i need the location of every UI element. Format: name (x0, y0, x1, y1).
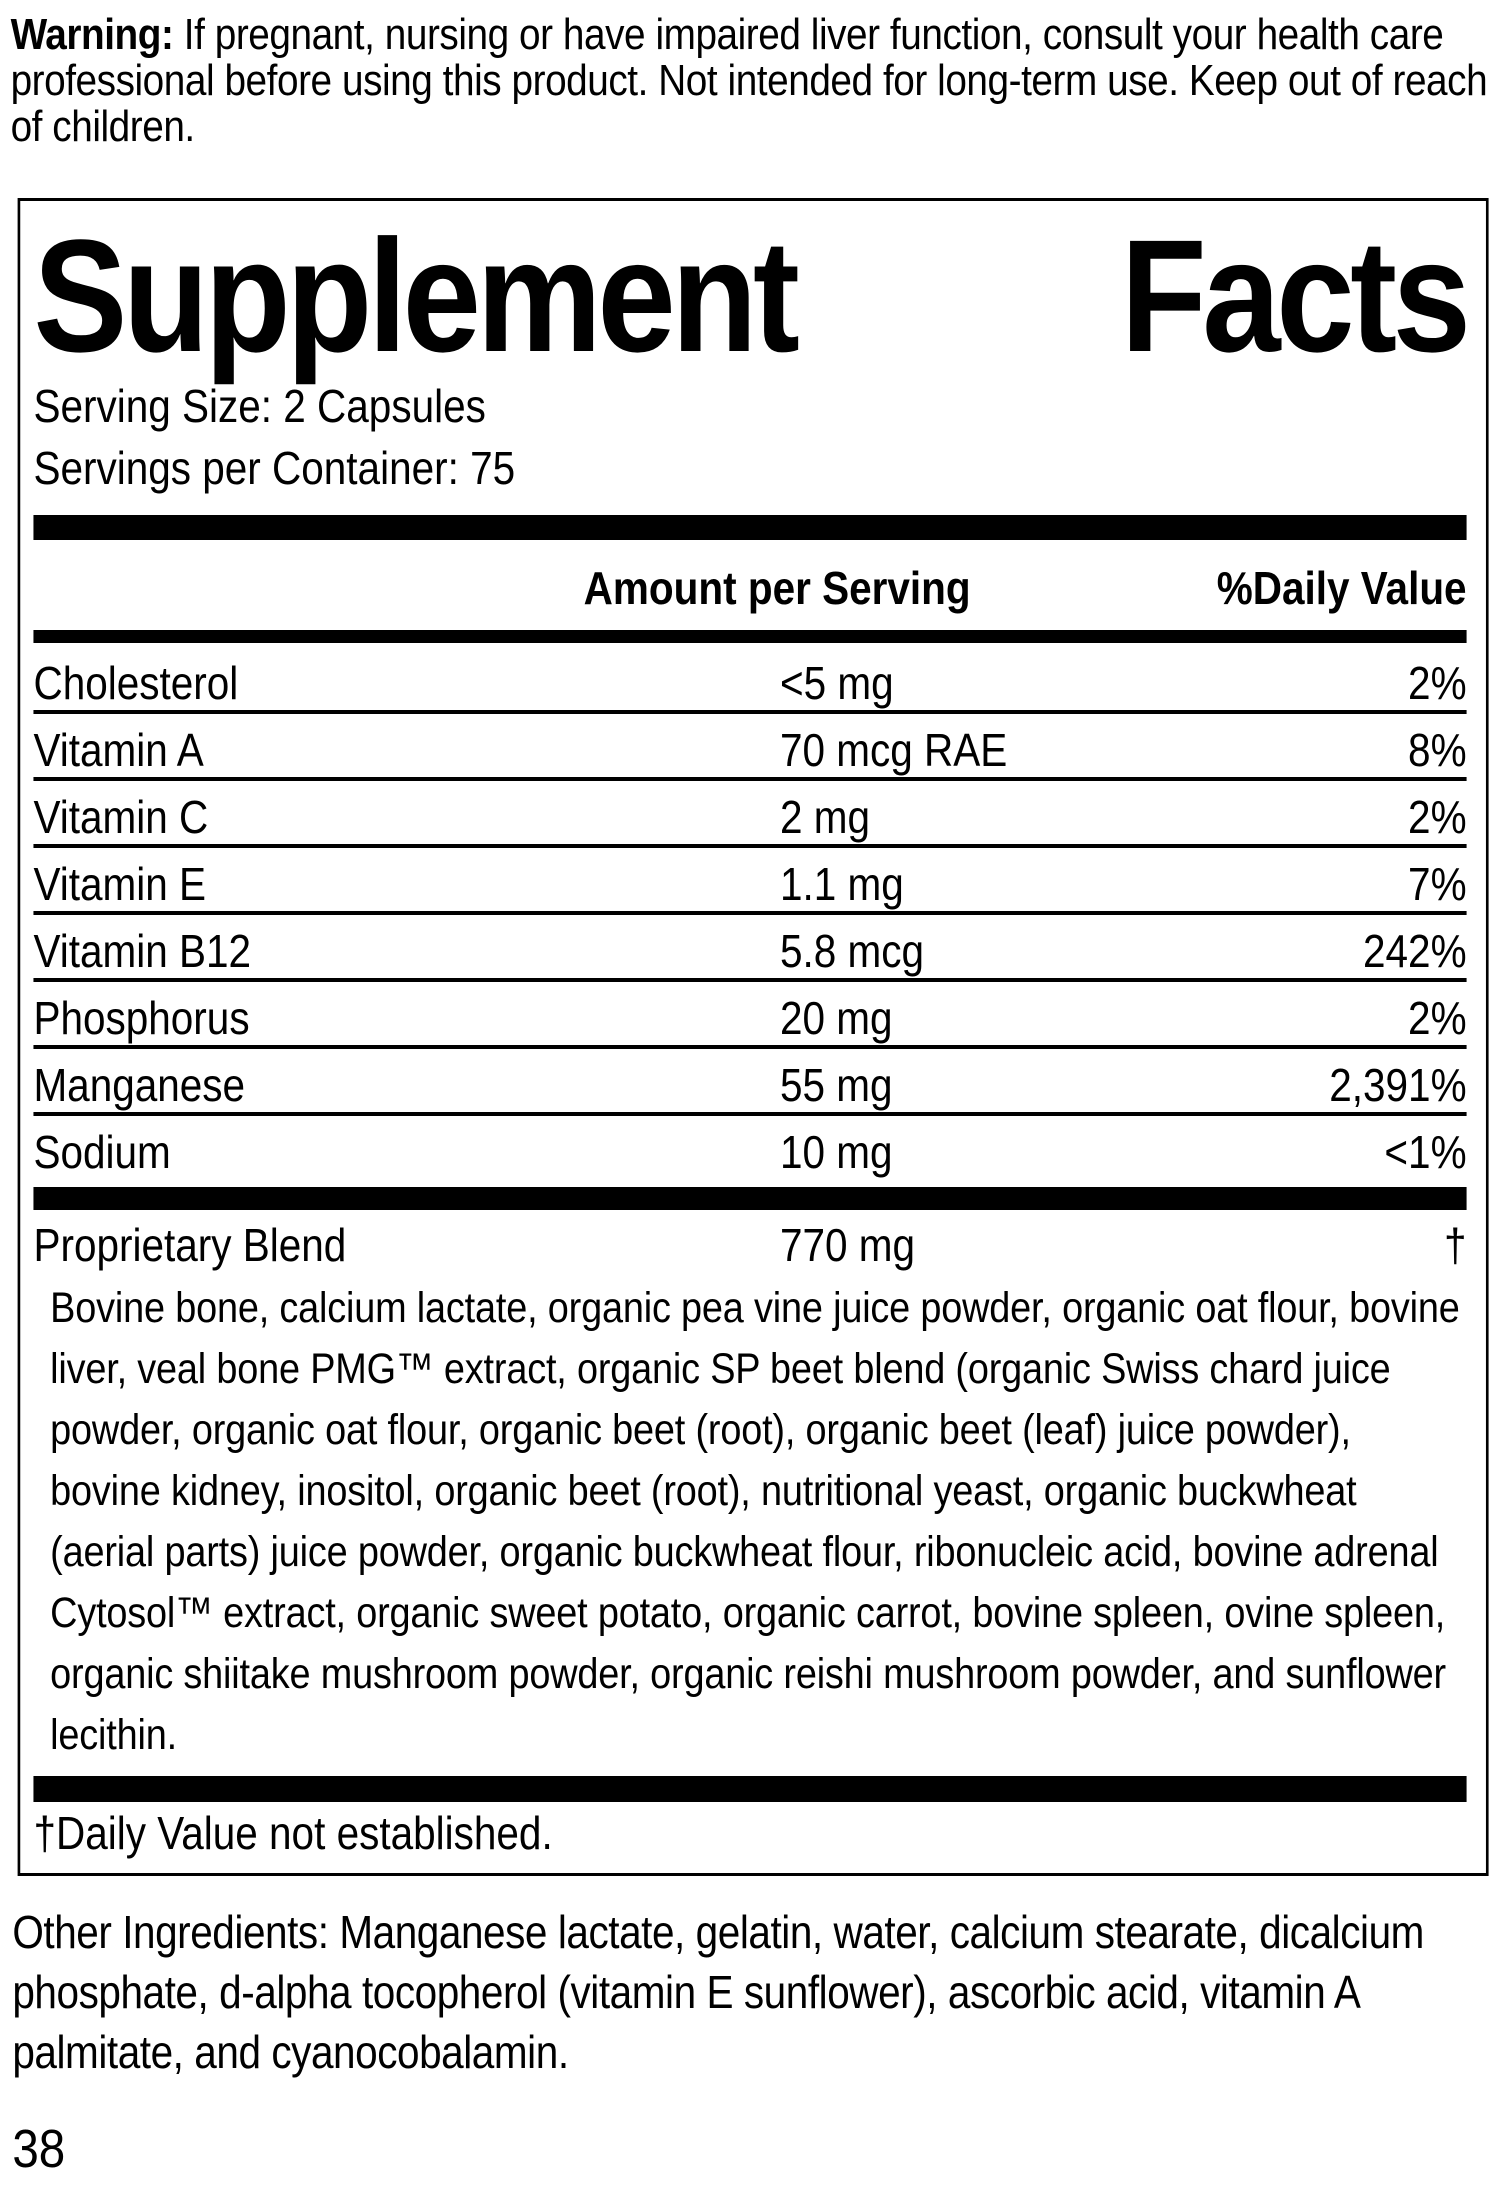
nutrient-name: Vitamin B12 (33, 925, 252, 977)
divider-under-header (33, 630, 1467, 643)
warning-text: If pregnant, nursing or have impaired li… (10, 10, 1488, 151)
thick-divider-below-blend (33, 1776, 1467, 1802)
table-row: Vitamin E 1.1 mg 7% (33, 848, 1467, 915)
nutrient-amount: 55 mg (779, 1059, 893, 1111)
nutrient-name: Phosphorus (33, 992, 250, 1044)
proprietary-blend-name: Proprietary Blend (33, 1219, 347, 1271)
nutrient-daily-value: 7% (1408, 858, 1467, 910)
nutrient-name: Cholesterol (33, 657, 239, 709)
nutrient-amount: 10 mg (779, 1126, 893, 1178)
nutrient-name: Sodium (33, 1126, 171, 1178)
label-page: Warning: If pregnant, nursing or have im… (0, 12, 1500, 2176)
nutrient-daily-value: 2% (1408, 657, 1467, 709)
nutrient-daily-value: 2% (1408, 791, 1467, 843)
table-header: Amount per Serving %Daily Value (33, 562, 1467, 614)
supplement-facts-title: Supplement Facts (33, 206, 1471, 385)
nutrient-daily-value: 242% (1363, 925, 1467, 977)
nutrient-table: Cholesterol <5 mg 2% Vitamin A 70 mcg RA… (33, 647, 1467, 1179)
nutrient-amount: 70 mcg RAE (779, 724, 1008, 776)
nutrient-daily-value: 2,391% (1329, 1059, 1467, 1111)
proprietary-blend-amount: 770 mg (779, 1219, 916, 1271)
nutrient-daily-value: 2% (1408, 992, 1467, 1044)
proprietary-blend-row: Proprietary Blend 770 mg † (33, 1210, 1466, 1268)
blend-ingredients: Bovine bone, calcium lactate, organic pe… (50, 1284, 1460, 1759)
title-word-supplement: Supplement (33, 206, 799, 385)
thick-divider-above-blend (33, 1187, 1467, 1210)
daily-value-header: %Daily Value (1216, 562, 1467, 614)
table-row: Sodium 10 mg <1% (33, 1116, 1466, 1179)
other-ingredients: Other Ingredients: Manganese lactate, ge… (12, 1906, 1424, 2078)
nutrient-name: Vitamin C (33, 791, 209, 843)
title-word-facts: Facts (1120, 206, 1471, 385)
nutrient-daily-value: <1% (1384, 1126, 1467, 1178)
serving-size: Serving Size: 2 Capsules (33, 380, 486, 432)
nutrient-amount: 2 mg (779, 791, 870, 843)
thick-divider-top (33, 515, 1467, 540)
page-number: 38 (12, 2119, 66, 2179)
table-row: Vitamin A 70 mcg RAE 8% (33, 714, 1467, 781)
serving-info: Serving Size: 2 Capsules Servings per Co… (33, 375, 1466, 499)
table-row: Manganese 55 mg 2,391% (33, 1049, 1467, 1116)
nutrient-amount: <5 mg (779, 657, 894, 709)
nutrient-name: Vitamin A (33, 724, 204, 776)
warning-label: Warning: (10, 10, 174, 59)
table-row: Cholesterol <5 mg 2% (33, 647, 1467, 714)
warning-paragraph: Warning: If pregnant, nursing or have im… (11, 12, 1493, 150)
nutrient-amount: 1.1 mg (779, 858, 904, 910)
proprietary-blend-dagger: † (1444, 1219, 1467, 1271)
nutrient-daily-value: 8% (1408, 724, 1467, 776)
servings-per-container: Servings per Container: 75 (33, 442, 516, 494)
table-row: Vitamin B12 5.8 mcg 242% (33, 915, 1467, 982)
nutrient-amount: 20 mg (779, 992, 893, 1044)
nutrient-amount: 5.8 mcg (779, 925, 924, 977)
table-row: Vitamin C 2 mg 2% (33, 781, 1467, 848)
nutrient-name: Manganese (33, 1059, 246, 1111)
table-row: Phosphorus 20 mg 2% (33, 982, 1467, 1049)
nutrient-name: Vitamin E (33, 858, 207, 910)
amount-per-serving-header: Amount per Serving (583, 562, 971, 614)
supplement-facts-panel: Supplement Facts Serving Size: 2 Capsule… (17, 198, 1489, 1876)
daily-value-footnote: †Daily Value not established. (33, 1807, 553, 1859)
